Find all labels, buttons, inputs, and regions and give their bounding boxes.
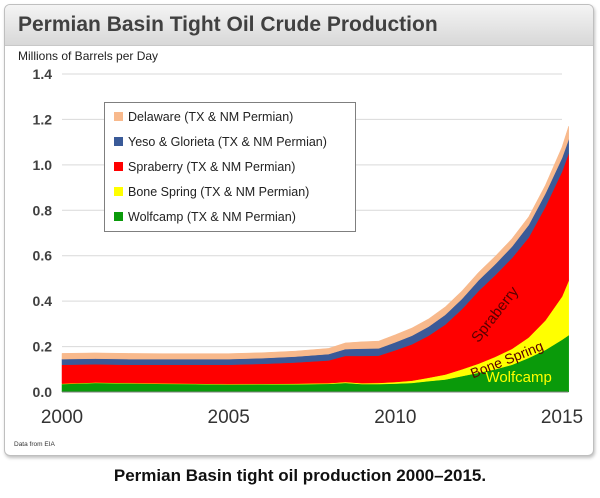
- legend-label-delaware: Delaware (TX & NM Permian): [128, 110, 294, 124]
- y-tick-label-4: 0.8: [33, 202, 53, 218]
- chart-header: Permian Basin Tight Oil Crude Production: [5, 5, 593, 46]
- chart-title: Permian Basin Tight Oil Crude Production: [18, 13, 438, 36]
- figure-caption: Permian Basin tight oil production 2000–…: [113, 466, 487, 485]
- legend-label-spraberry: Spraberry (TX & NM Permian): [128, 160, 296, 174]
- y-tick-label-6: 1.2: [33, 111, 53, 127]
- legend-swatch-wolfcamp: [114, 212, 123, 221]
- x-tick-label-3: 2015: [541, 407, 583, 428]
- y-tick-label-3: 0.6: [33, 248, 53, 264]
- x-tick-label-2: 2010: [374, 407, 416, 428]
- legend-swatch-spraberry: [114, 162, 123, 171]
- y-tick-label-1: 0.2: [33, 339, 53, 355]
- legend-swatch-yeso-glorieta: [114, 137, 123, 146]
- x-tick-label-0: 2000: [41, 407, 83, 428]
- y-tick-label-7: 1.4: [33, 66, 53, 82]
- y-tick-label-5: 1.0: [33, 157, 53, 173]
- legend-item-wolfcamp: Wolfcamp (TX & NM Permian): [114, 209, 296, 225]
- area-delaware: [61, 126, 569, 360]
- y-tick-label-0: 0.0: [33, 384, 53, 400]
- legend-item-bone-spring: Bone Spring (TX & NM Permian): [114, 184, 309, 200]
- y-axis-label: Millions of Barrels per Day: [18, 49, 159, 63]
- legend-label-yeso-glorieta: Yeso & Glorieta (TX & NM Permian): [128, 135, 327, 149]
- source-note: Data from EIA: [14, 441, 55, 448]
- legend-item-spraberry: Spraberry (TX & NM Permian): [114, 159, 295, 175]
- legend-swatch-bone-spring: [114, 187, 123, 196]
- legend-label-wolfcamp: Wolfcamp (TX & NM Permian): [128, 210, 296, 224]
- legend-item-yeso-glorieta: Yeso & Glorieta (TX & NM Permian): [114, 134, 327, 150]
- legend-swatch-delaware: [114, 112, 123, 121]
- y-tick-label-2: 0.4: [33, 293, 53, 309]
- annotation-wolfcamp: Wolfcamp: [485, 369, 551, 386]
- chart-legend: Delaware (TX & NM Permian) Yeso & Glorie…: [104, 102, 356, 232]
- x-tick-label-1: 2005: [208, 407, 250, 428]
- legend-item-delaware: Delaware (TX & NM Permian): [114, 109, 293, 125]
- legend-label-bone-spring: Bone Spring (TX & NM Permian): [128, 185, 310, 199]
